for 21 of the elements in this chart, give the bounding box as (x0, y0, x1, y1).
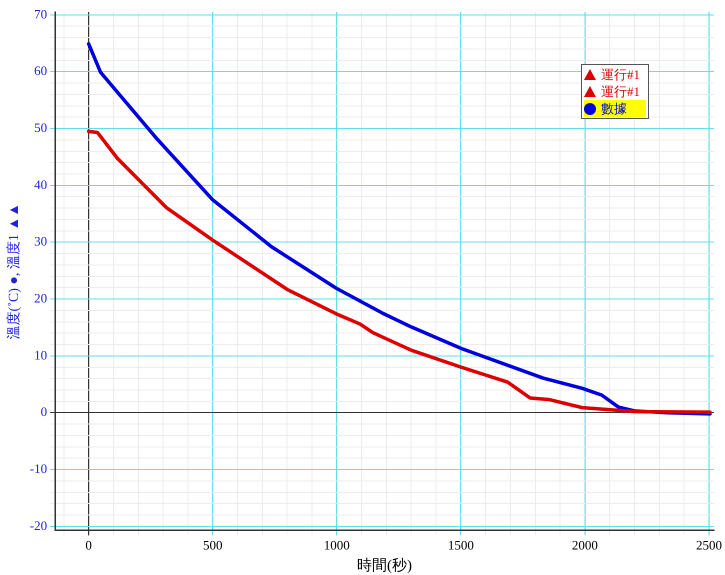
x-tick-label: 2000 (572, 538, 598, 553)
legend-label: 數據 (600, 100, 627, 118)
y-tick-label: 20 (34, 290, 48, 306)
y-tick-label: 60 (34, 63, 48, 78)
y-tick-label: -20 (30, 518, 48, 533)
x-tick-label: 500 (202, 538, 222, 553)
legend-label: 運行#1 (600, 82, 640, 100)
x-tick-label: 1500 (448, 538, 474, 553)
x-axis-title: 時間(秒) (357, 556, 412, 574)
y-tick-label: -10 (30, 461, 48, 476)
y-tick-label: 70 (34, 6, 48, 22)
y-tick-label: 50 (34, 120, 48, 135)
x-tick-label: 2500 (696, 538, 722, 553)
y-axis-title: 溫度(˚C) ●, 溫度1 ▲▲ (6, 202, 22, 340)
x-tick-label: 1000 (324, 538, 350, 553)
y-tick-label: 30 (34, 234, 48, 249)
y-tick-label: 40 (34, 176, 48, 192)
y-tick-label: 10 (34, 347, 48, 362)
x-tick-label: 0 (85, 538, 92, 553)
y-tick-label: 0 (40, 404, 48, 420)
legend-label: 運行#1 (600, 66, 640, 84)
